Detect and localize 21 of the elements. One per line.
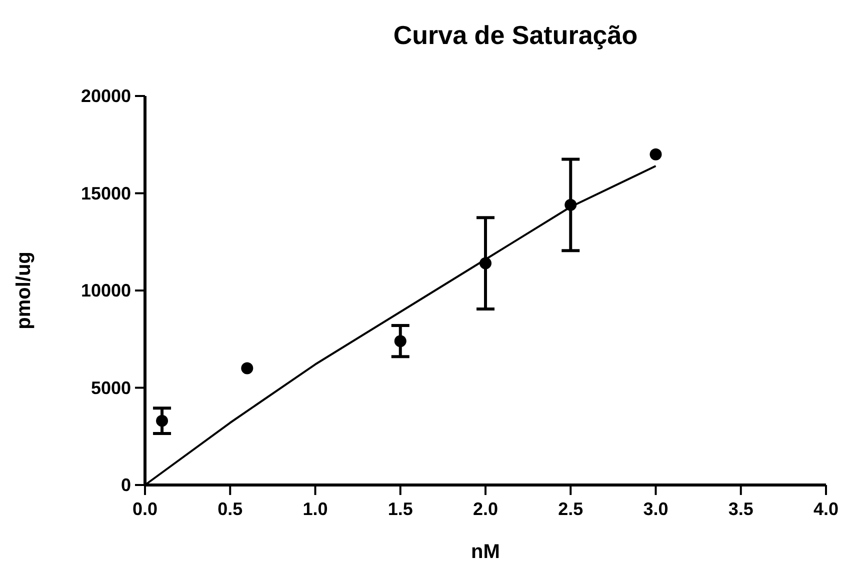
point xyxy=(156,414,168,427)
y-axis-title: pmol/ug xyxy=(13,252,35,330)
x-tick-label: 1.0 xyxy=(302,499,328,519)
x-tick-label: 0.5 xyxy=(218,499,243,519)
x-axis-title: nM xyxy=(471,541,500,563)
y-tick-label: 5000 xyxy=(90,378,131,398)
x-tick-label: 4.0 xyxy=(813,499,839,519)
y-tick-label: 15000 xyxy=(80,183,131,204)
point xyxy=(650,148,662,160)
x-tick-label: 0.0 xyxy=(132,499,158,519)
point xyxy=(241,362,254,374)
y-tick-label: 10000 xyxy=(80,280,131,300)
x-tick-label: 2.0 xyxy=(472,499,498,519)
x-tick-label: 3.0 xyxy=(643,499,668,519)
point xyxy=(394,335,406,348)
y-tick-label: 20000 xyxy=(80,86,131,106)
x-tick-label: 2.5 xyxy=(558,499,584,519)
x-tick-label: 1.5 xyxy=(388,499,413,519)
y-tick-label: 0 xyxy=(120,475,131,495)
x-tick-label: 3.5 xyxy=(728,499,754,519)
chart-title: Curva de Saturação xyxy=(393,20,638,50)
